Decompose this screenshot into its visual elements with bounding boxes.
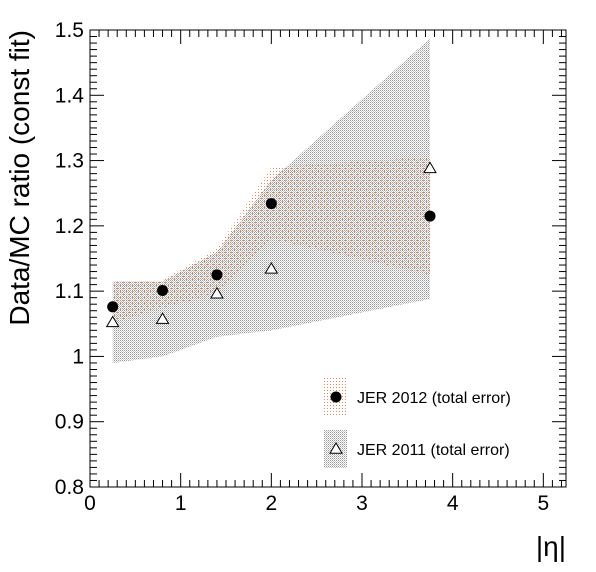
x-tick-label: 0 xyxy=(84,492,96,515)
legend-marker-2011 xyxy=(329,442,343,454)
error-band-1 xyxy=(112,157,431,324)
x-tick-label: 5 xyxy=(537,492,549,515)
data-point-2011 xyxy=(423,161,437,174)
y-tick-label: 0.9 xyxy=(55,411,84,434)
data-point-2012 xyxy=(157,284,169,296)
x-tick-label: 2 xyxy=(265,492,277,515)
data-point-2011 xyxy=(264,261,279,274)
data-point-2011 xyxy=(210,286,224,299)
data-points xyxy=(105,161,437,328)
data-point-2012 xyxy=(107,301,119,313)
x-axis-title: |η| xyxy=(536,531,566,562)
data-point-2012 xyxy=(265,198,277,210)
legend-marker-2012 xyxy=(330,391,342,403)
y-tick-label: 1 xyxy=(72,345,84,368)
y-tick-label: 1.3 xyxy=(55,150,84,173)
x-tick-label: 4 xyxy=(447,492,459,515)
legend-label: JER 2012 (total error) xyxy=(357,390,511,407)
axis-ticks: 0 1 2 3 4 5 0.8 0.9 1 1.1 1.2 1.3 1.4 1.5 xyxy=(55,19,566,515)
data-point-2012 xyxy=(211,269,223,281)
data-point-2011 xyxy=(155,312,170,324)
y-tick-label: 1.1 xyxy=(55,280,84,303)
x-tick-label: 1 xyxy=(175,492,187,515)
data-point-2011 xyxy=(105,315,120,328)
y-tick-label: 1.4 xyxy=(55,84,85,107)
legend: JER 2012 (total error) JER 2011 (total er… xyxy=(324,378,511,468)
y-axis-title: Data/MC ratio (const fit) xyxy=(4,30,35,326)
data-point-2012 xyxy=(424,210,436,222)
x-tick-label: 3 xyxy=(356,492,368,515)
y-tick-label: 1.2 xyxy=(55,215,84,238)
y-tick-label: 1.5 xyxy=(55,19,84,42)
y-tick-label: 0.8 xyxy=(55,476,84,499)
legend-label: JER 2011 (total error) xyxy=(357,442,510,459)
